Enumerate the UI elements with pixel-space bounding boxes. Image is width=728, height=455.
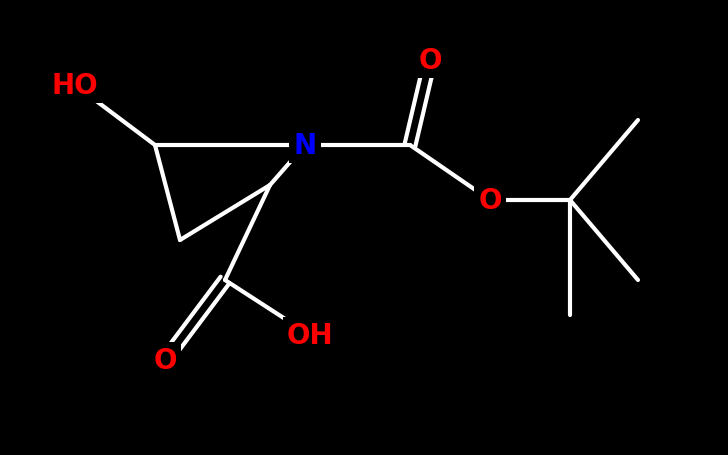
Text: HO: HO <box>52 72 98 100</box>
Text: O: O <box>478 187 502 214</box>
Text: OH: OH <box>287 321 333 349</box>
Text: O: O <box>154 346 177 374</box>
Text: N: N <box>293 131 317 160</box>
Text: O: O <box>419 47 442 75</box>
